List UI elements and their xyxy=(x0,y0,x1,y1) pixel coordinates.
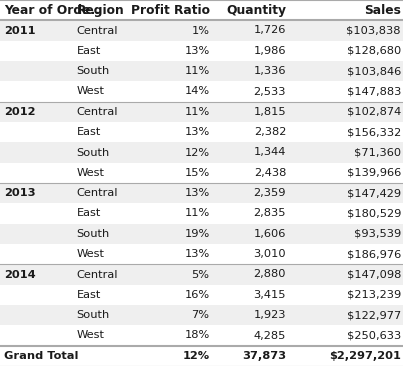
Bar xyxy=(0,102,403,122)
Text: South: South xyxy=(77,229,110,239)
Text: 1,815: 1,815 xyxy=(253,107,286,117)
Text: $128,680: $128,680 xyxy=(347,46,401,56)
Text: 2,533: 2,533 xyxy=(253,86,286,97)
Text: $186,976: $186,976 xyxy=(347,249,401,259)
Text: East: East xyxy=(77,46,101,56)
Text: South: South xyxy=(77,310,110,320)
Bar xyxy=(0,122,403,142)
Text: Year of Orde..: Year of Orde.. xyxy=(4,4,100,17)
Bar xyxy=(0,203,403,224)
Text: $71,360: $71,360 xyxy=(354,147,401,157)
Text: Region: Region xyxy=(77,4,124,17)
Bar xyxy=(0,41,403,61)
Text: West: West xyxy=(77,249,104,259)
Bar xyxy=(0,183,403,203)
Text: 1,344: 1,344 xyxy=(254,147,286,157)
Bar xyxy=(0,0,403,20)
Text: 2013: 2013 xyxy=(4,188,35,198)
Text: 13%: 13% xyxy=(184,46,210,56)
Text: 3,010: 3,010 xyxy=(253,249,286,259)
Text: Central: Central xyxy=(77,107,118,117)
Text: $93,539: $93,539 xyxy=(354,229,401,239)
Text: $156,332: $156,332 xyxy=(347,127,401,137)
Text: 13%: 13% xyxy=(184,249,210,259)
Bar xyxy=(0,163,403,183)
Bar xyxy=(0,264,403,285)
Text: 2,835: 2,835 xyxy=(253,209,286,219)
Text: $147,098: $147,098 xyxy=(347,269,401,280)
Text: 1,606: 1,606 xyxy=(254,229,286,239)
Text: 2,438: 2,438 xyxy=(254,168,286,178)
Bar xyxy=(0,224,403,244)
Bar xyxy=(0,325,403,346)
Text: $2,297,201: $2,297,201 xyxy=(329,351,401,361)
Text: Grand Total: Grand Total xyxy=(4,351,79,361)
Text: $250,633: $250,633 xyxy=(347,330,401,340)
Text: West: West xyxy=(77,168,104,178)
Text: Quantity: Quantity xyxy=(226,4,286,17)
Text: 4,285: 4,285 xyxy=(254,330,286,340)
Text: 11%: 11% xyxy=(184,66,210,76)
Text: 7%: 7% xyxy=(191,310,210,320)
Text: 15%: 15% xyxy=(184,168,210,178)
Text: 14%: 14% xyxy=(185,86,210,97)
Text: Profit Ratio: Profit Ratio xyxy=(131,4,210,17)
Bar xyxy=(0,61,403,81)
Text: East: East xyxy=(77,209,101,219)
Text: 3,415: 3,415 xyxy=(253,290,286,300)
Text: 11%: 11% xyxy=(184,209,210,219)
Text: 16%: 16% xyxy=(185,290,210,300)
Text: $180,529: $180,529 xyxy=(347,209,401,219)
Text: 2012: 2012 xyxy=(4,107,35,117)
Text: Central: Central xyxy=(77,188,118,198)
Text: 37,873: 37,873 xyxy=(242,351,286,361)
Text: 2,359: 2,359 xyxy=(253,188,286,198)
Text: 1,986: 1,986 xyxy=(253,46,286,56)
Text: 1%: 1% xyxy=(191,26,210,36)
Text: 2,382: 2,382 xyxy=(254,127,286,137)
Text: 13%: 13% xyxy=(184,127,210,137)
Bar xyxy=(0,142,403,163)
Bar xyxy=(0,20,403,41)
Text: West: West xyxy=(77,330,104,340)
Text: 5%: 5% xyxy=(191,269,210,280)
Text: $102,874: $102,874 xyxy=(347,107,401,117)
Text: Central: Central xyxy=(77,26,118,36)
Text: 18%: 18% xyxy=(184,330,210,340)
Text: 13%: 13% xyxy=(184,188,210,198)
Text: 2011: 2011 xyxy=(4,26,35,36)
Text: East: East xyxy=(77,127,101,137)
Text: $213,239: $213,239 xyxy=(347,290,401,300)
Text: Central: Central xyxy=(77,269,118,280)
Text: $139,966: $139,966 xyxy=(347,168,401,178)
Bar xyxy=(0,305,403,325)
Text: 1,923: 1,923 xyxy=(253,310,286,320)
Text: 11%: 11% xyxy=(184,107,210,117)
Bar xyxy=(0,285,403,305)
Text: South: South xyxy=(77,66,110,76)
Text: $122,977: $122,977 xyxy=(347,310,401,320)
Bar xyxy=(0,244,403,264)
Text: 1,336: 1,336 xyxy=(253,66,286,76)
Bar xyxy=(0,81,403,102)
Text: 2,880: 2,880 xyxy=(253,269,286,280)
Text: 19%: 19% xyxy=(184,229,210,239)
Text: $103,838: $103,838 xyxy=(347,26,401,36)
Text: $147,883: $147,883 xyxy=(347,86,401,97)
Text: 2014: 2014 xyxy=(4,269,35,280)
Text: $147,429: $147,429 xyxy=(347,188,401,198)
Text: 12%: 12% xyxy=(183,351,210,361)
Text: Sales: Sales xyxy=(364,4,401,17)
Text: West: West xyxy=(77,86,104,97)
Text: 1,726: 1,726 xyxy=(254,26,286,36)
Text: 12%: 12% xyxy=(185,147,210,157)
Text: East: East xyxy=(77,290,101,300)
Text: $103,846: $103,846 xyxy=(347,66,401,76)
Text: South: South xyxy=(77,147,110,157)
Bar xyxy=(0,346,403,366)
